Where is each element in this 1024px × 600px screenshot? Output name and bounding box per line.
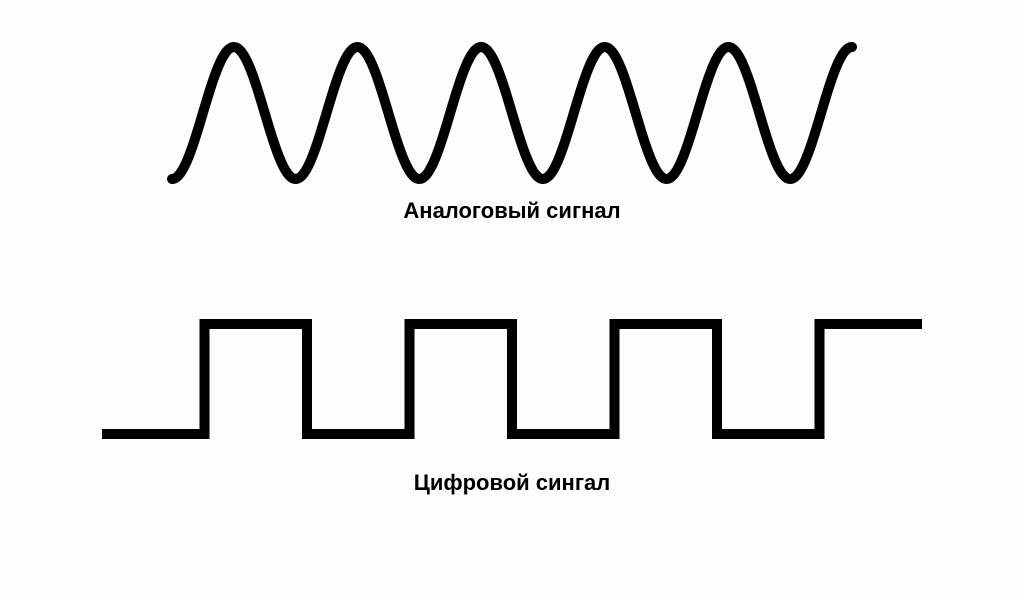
digital-wave [92,304,932,454]
analog-signal-block: Аналоговый сигнал [162,18,862,224]
digital-signal-block: Цифровой сингал [92,304,932,496]
analog-label: Аналоговый сигнал [403,198,620,224]
digital-label: Цифровой сингал [414,470,610,496]
analog-wave [162,18,862,188]
